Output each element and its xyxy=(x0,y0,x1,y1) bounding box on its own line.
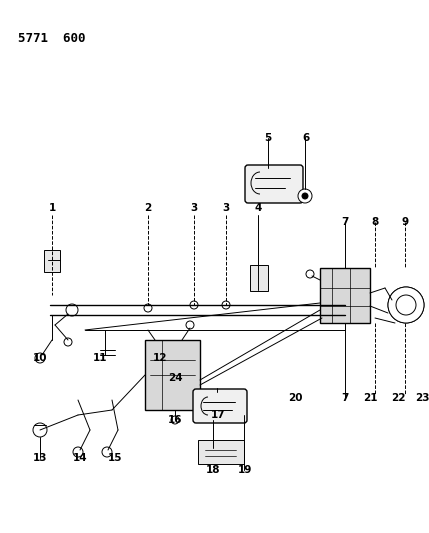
Text: 19: 19 xyxy=(238,465,252,475)
Text: 8: 8 xyxy=(372,217,379,227)
Text: 20: 20 xyxy=(288,393,302,403)
Text: 7: 7 xyxy=(341,217,349,227)
Circle shape xyxy=(35,353,45,363)
Bar xyxy=(320,268,370,323)
FancyBboxPatch shape xyxy=(245,165,303,203)
Circle shape xyxy=(64,338,72,346)
Text: 11: 11 xyxy=(93,353,107,363)
Text: 23: 23 xyxy=(415,393,429,403)
Text: 16: 16 xyxy=(168,415,182,425)
Circle shape xyxy=(33,423,47,437)
Circle shape xyxy=(298,189,312,203)
Text: 12: 12 xyxy=(153,353,167,363)
Bar xyxy=(145,340,200,410)
Text: 2: 2 xyxy=(145,203,151,213)
Text: 3: 3 xyxy=(190,203,198,213)
Text: 4: 4 xyxy=(254,203,262,213)
Text: 7: 7 xyxy=(341,393,349,403)
Text: 13: 13 xyxy=(33,453,47,463)
Circle shape xyxy=(144,304,152,312)
Text: 24: 24 xyxy=(168,373,182,383)
Circle shape xyxy=(396,295,416,315)
Text: 6: 6 xyxy=(302,133,310,143)
Bar xyxy=(44,250,60,272)
Text: 3: 3 xyxy=(222,203,230,213)
Text: 1: 1 xyxy=(48,203,56,213)
Text: 21: 21 xyxy=(363,393,377,403)
FancyBboxPatch shape xyxy=(193,389,247,423)
Circle shape xyxy=(190,301,198,309)
Text: 5: 5 xyxy=(264,133,272,143)
Circle shape xyxy=(171,416,179,424)
Text: 14: 14 xyxy=(73,453,88,463)
Bar xyxy=(250,265,268,291)
Text: 15: 15 xyxy=(108,453,122,463)
Text: 22: 22 xyxy=(391,393,405,403)
Text: 18: 18 xyxy=(206,465,220,475)
Text: 17: 17 xyxy=(211,410,225,420)
Text: 9: 9 xyxy=(402,217,408,227)
Circle shape xyxy=(73,447,83,457)
Text: 10: 10 xyxy=(33,353,47,363)
Circle shape xyxy=(222,301,230,309)
Circle shape xyxy=(102,447,112,457)
Circle shape xyxy=(186,321,194,329)
Circle shape xyxy=(306,270,314,278)
Circle shape xyxy=(208,448,218,458)
Circle shape xyxy=(302,193,308,199)
Circle shape xyxy=(388,287,424,323)
Bar xyxy=(198,440,244,464)
Text: 5771  600: 5771 600 xyxy=(18,32,85,45)
Circle shape xyxy=(66,304,78,316)
Circle shape xyxy=(388,287,424,323)
Circle shape xyxy=(396,295,416,315)
